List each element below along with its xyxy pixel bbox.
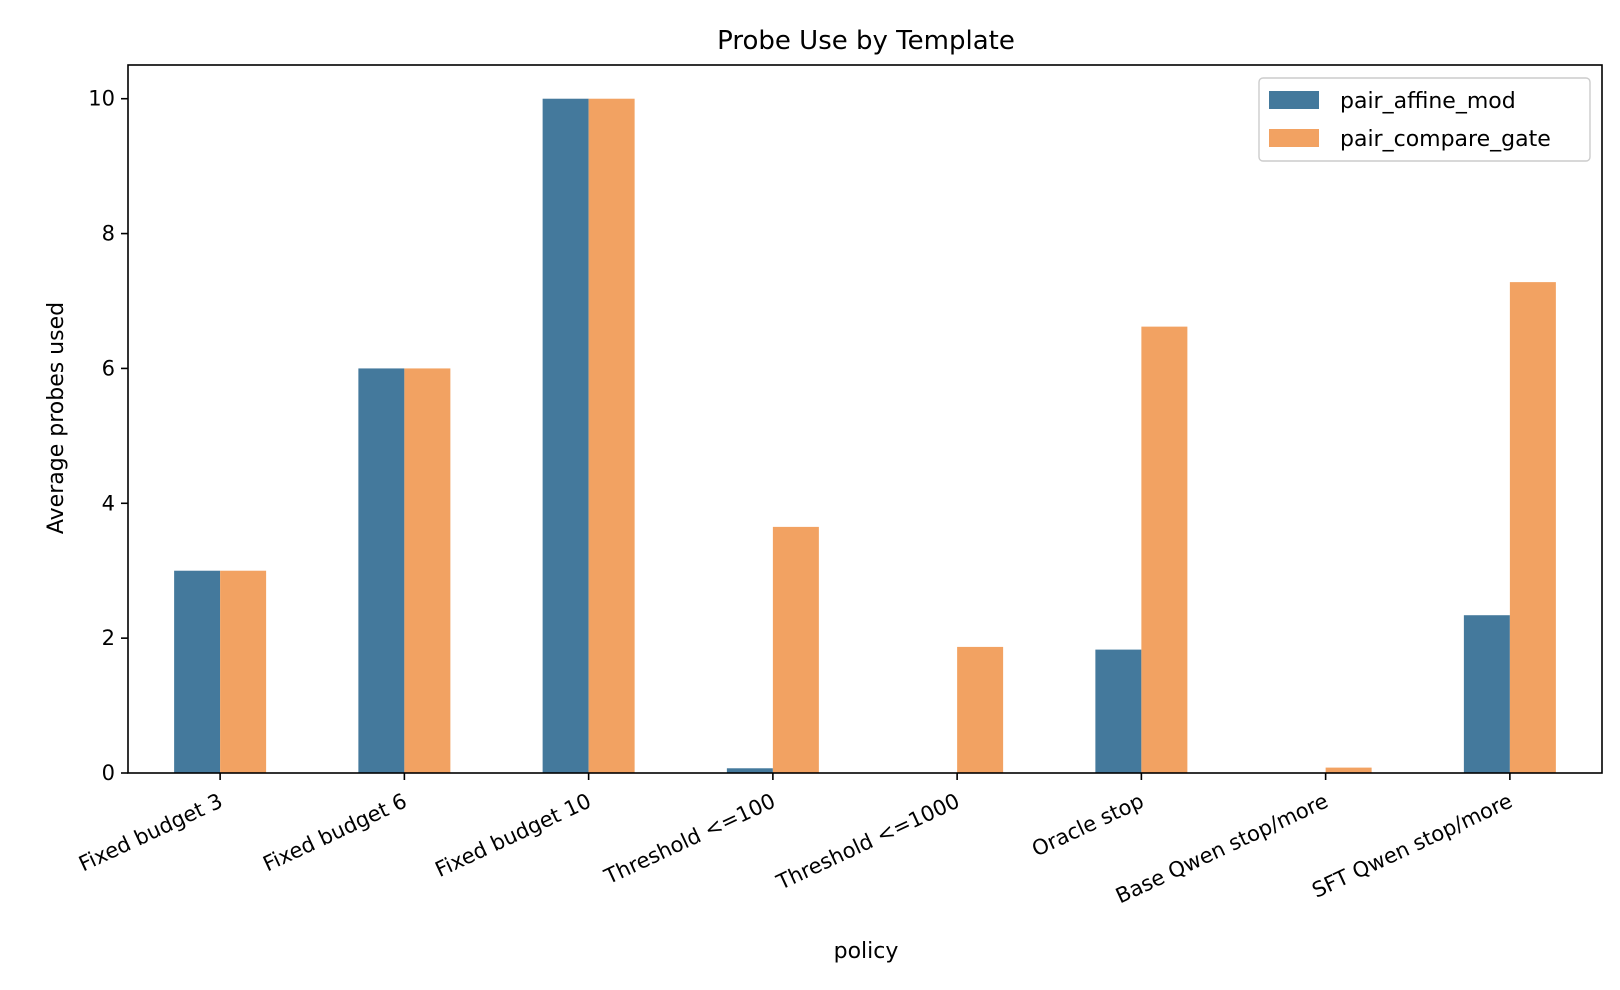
y-tick-label-4: 8 (102, 222, 115, 246)
x-tick-label-4: Threshold <=1000 (772, 789, 963, 895)
chart-title: Probe Use by Template (717, 26, 1015, 56)
legend-label-1: pair_compare_gate (1340, 127, 1551, 152)
legend-swatch-1 (1269, 129, 1319, 147)
x-axis-label: policy (834, 939, 899, 964)
bar-pair_affine_mod-0 (174, 570, 221, 773)
bar-pair_compare_gate-5 (1141, 326, 1188, 773)
x-tick-label-5: Oracle stop (1028, 789, 1147, 862)
bar-pair_compare_gate-4 (957, 646, 1004, 773)
bar-pair_compare_gate-6 (1325, 767, 1372, 773)
bar-pair_compare_gate-7 (1509, 282, 1556, 773)
legend-frame (1258, 77, 1591, 162)
legend-label-0: pair_affine_mod (1340, 89, 1516, 114)
x-tick-label-1: Fixed budget 6 (259, 789, 410, 877)
y-tick-label-1: 2 (102, 626, 115, 650)
bar-pair_compare_gate-2 (588, 98, 635, 773)
y-tick-label-3: 6 (102, 356, 115, 380)
bar-pair_compare_gate-3 (772, 526, 819, 773)
plot-area: 0 2 4 6 8 10 Fixed budget 3 Fixed budget 6 Fixed… (75, 64, 1603, 908)
legend-swatch-0 (1269, 91, 1319, 109)
y-axis-label: Average probes used (44, 302, 69, 534)
bar-pair_compare_gate-1 (404, 368, 451, 773)
legend: pair_affine_mod pair_compare_gate (1258, 77, 1591, 162)
bar-pair_affine_mod-5 (1095, 649, 1142, 773)
bar-pair_compare_gate-0 (220, 570, 267, 773)
bar-pair_affine_mod-1 (358, 368, 405, 773)
y-tick-label-0: 0 (102, 761, 115, 785)
x-tick-label-3: Threshold <=100 (600, 789, 779, 890)
plot-frame (127, 64, 1603, 774)
y-tick-label-5: 10 (88, 87, 115, 111)
x-tick-label-0: Fixed budget 3 (75, 789, 226, 877)
y-tick-label-2: 4 (102, 491, 115, 515)
x-tick-label-2: Fixed budget 10 (431, 789, 594, 882)
bar-pair_affine_mod-3 (726, 768, 773, 773)
bar-pair_affine_mod-7 (1463, 615, 1510, 773)
bar-pair_affine_mod-2 (542, 98, 589, 773)
x-tick-label-7: SFT Qwen stop/more (1308, 789, 1516, 903)
